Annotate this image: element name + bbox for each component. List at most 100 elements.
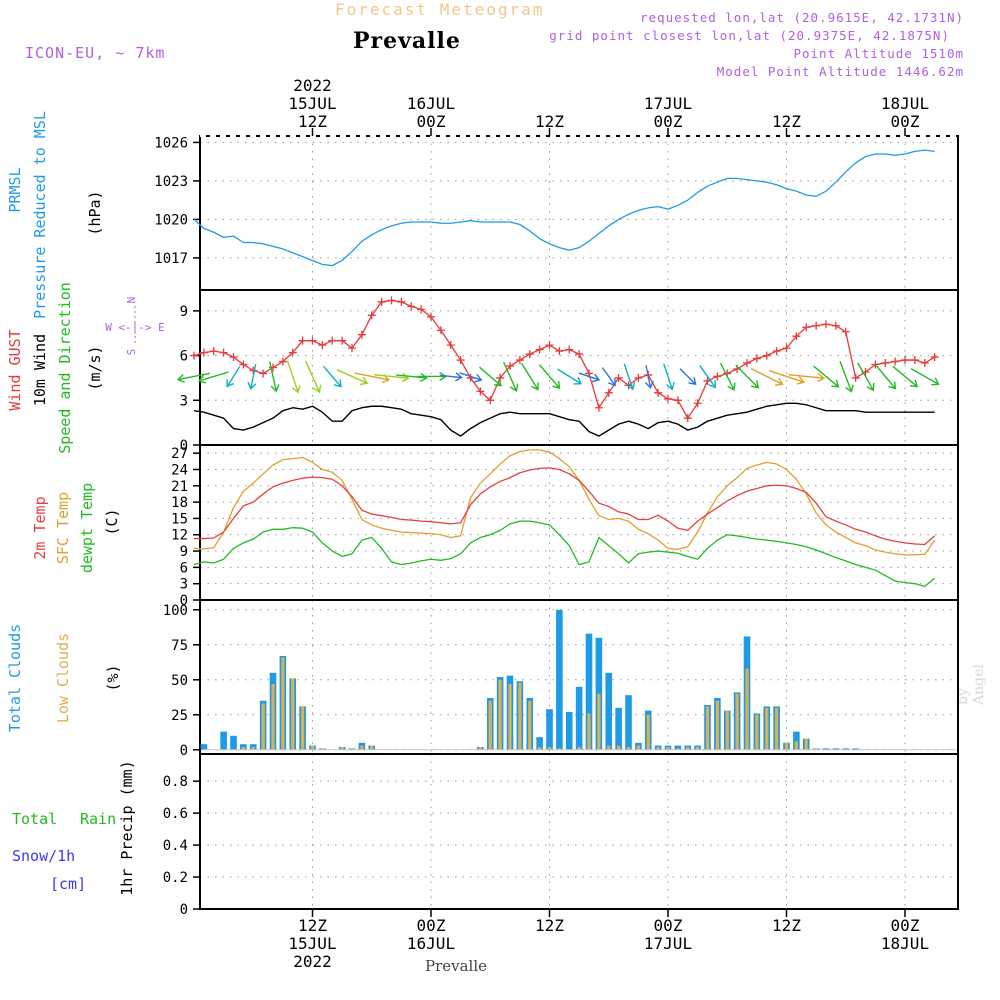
gust-marker xyxy=(387,296,396,305)
y-tick-label: 0.2 xyxy=(163,870,188,886)
wind-arrow xyxy=(439,372,463,382)
label-wind-gust: Wind GUST xyxy=(6,329,24,410)
gust-marker xyxy=(436,326,445,335)
series-dewpt xyxy=(193,520,936,588)
time-label-bottom: 00Z xyxy=(417,916,446,935)
bar-low-cloud xyxy=(528,700,532,750)
station-name: Prevalle xyxy=(353,28,461,54)
wind-arrow xyxy=(857,362,875,392)
gust-marker xyxy=(427,312,435,321)
bar-low-cloud xyxy=(755,714,759,750)
gust-marker xyxy=(476,387,485,396)
bar-low-cloud xyxy=(735,693,739,750)
label-pressure-msl: Pressure Reduced to MSL xyxy=(31,111,49,319)
wind-arrow xyxy=(286,360,301,394)
bar-total-cloud xyxy=(546,709,553,750)
panel-frame xyxy=(199,135,959,291)
wind-arrow xyxy=(197,371,229,384)
gust-marker xyxy=(693,399,702,408)
bar-total-cloud xyxy=(565,712,573,750)
gust-marker xyxy=(298,336,307,345)
label-snow-unit: [cm] xyxy=(50,875,86,893)
gust-marker xyxy=(891,357,900,366)
wind-arrow xyxy=(538,364,561,390)
bar-low-cloud xyxy=(676,748,680,750)
y-tick-label: 15 xyxy=(171,511,188,527)
bar-total-cloud xyxy=(822,748,830,750)
gust-marker xyxy=(338,336,347,345)
gust-marker xyxy=(654,388,663,397)
y-tick-label: 3 xyxy=(180,393,188,409)
wind-arrow xyxy=(374,373,410,383)
bar-total-cloud xyxy=(832,748,840,750)
gust-marker xyxy=(683,414,692,423)
bar-total-cloud xyxy=(625,695,632,750)
time-label-top: 12Z xyxy=(535,112,564,131)
gust-marker xyxy=(673,396,682,405)
wind-arrow xyxy=(336,369,369,386)
bar-low-cloud xyxy=(666,747,670,750)
bar-low-cloud xyxy=(794,741,798,750)
y-tick-label: 3 xyxy=(180,577,188,593)
gust-marker xyxy=(308,336,317,345)
gust-marker xyxy=(812,321,821,330)
wind-arrow xyxy=(601,367,616,387)
wind-arrow xyxy=(176,372,211,384)
wind-arrow xyxy=(679,368,697,386)
bar-low-cloud xyxy=(607,745,611,750)
panel-clouds: 0 25 50 75 100 xyxy=(163,599,959,759)
label-celsius: (C) xyxy=(103,508,121,535)
gust-marker xyxy=(594,403,603,412)
model-altitude: Model Point Altitude 1446.62m xyxy=(716,64,964,79)
compass-s: S xyxy=(125,349,138,356)
bar-total-cloud xyxy=(220,731,227,750)
label-low-clouds: Low Clouds xyxy=(54,633,72,723)
label-percent: (%) xyxy=(104,664,122,691)
bar-low-cloud xyxy=(784,742,789,750)
gust-marker xyxy=(772,347,781,356)
time-label-bottom: 12Z xyxy=(535,916,564,935)
y-tick-label: 0.6 xyxy=(163,806,188,822)
bar-low-cloud xyxy=(281,657,285,750)
gust-marker xyxy=(377,297,386,306)
bar-low-cloud xyxy=(577,747,581,750)
y-tick-label: 21 xyxy=(171,479,188,495)
gust-marker xyxy=(367,311,376,320)
time-label-top: 2022 xyxy=(293,76,332,95)
bar-low-cloud xyxy=(241,747,245,750)
bar-low-cloud xyxy=(350,748,354,750)
gust-marker xyxy=(851,373,860,382)
bar-total-cloud xyxy=(842,748,850,750)
label-hpa: (hPa) xyxy=(86,190,104,235)
wind-arrow xyxy=(910,367,940,386)
panel-wind: 0 3 6 9 xyxy=(176,289,959,454)
time-label-top: 00Z xyxy=(891,112,920,131)
y-tick-label: 27 xyxy=(171,446,188,462)
bar-low-cloud xyxy=(715,700,719,750)
time-label-top: 15JUL xyxy=(288,94,336,113)
bar-low-cloud xyxy=(617,745,621,750)
gust-marker xyxy=(920,359,929,368)
label-snow: Snow/1h xyxy=(12,847,75,865)
label-total-clouds: Total Clouds xyxy=(6,624,24,732)
gust-marker xyxy=(831,321,840,330)
gust-marker xyxy=(713,372,722,381)
gust-marker xyxy=(575,350,584,359)
wind-arrow xyxy=(479,366,502,387)
bar-low-cloud xyxy=(775,707,779,750)
gust-marker xyxy=(239,360,248,369)
y-tick-label: 0.4 xyxy=(163,838,188,854)
wind-arrow xyxy=(578,372,601,383)
series-sfc-temp xyxy=(193,449,936,556)
wind-arrow xyxy=(663,363,675,391)
gust-marker xyxy=(357,330,366,339)
wind-arrow xyxy=(892,365,919,388)
bar-low-cloud xyxy=(696,747,700,750)
gust-marker xyxy=(328,336,337,345)
bar-low-cloud xyxy=(478,747,482,750)
wind-arrow xyxy=(269,361,280,393)
time-label-bottom: 15JUL xyxy=(288,934,336,953)
gust-marker xyxy=(278,357,287,366)
gust-marker xyxy=(782,344,791,353)
bar-total-cloud xyxy=(200,744,208,750)
